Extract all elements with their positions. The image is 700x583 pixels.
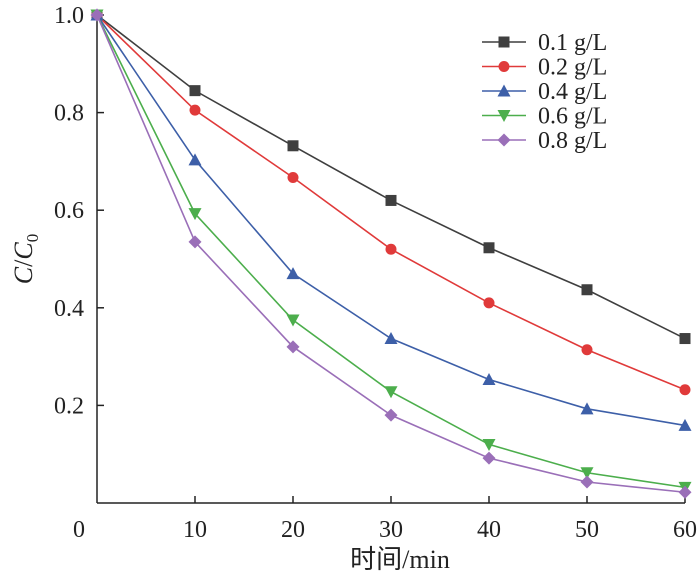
data-point: [482, 373, 496, 386]
data-point: [286, 340, 300, 354]
x-tick-label: 40: [477, 517, 501, 543]
y-tick-label: 0.6: [54, 198, 84, 224]
data-point: [189, 104, 201, 116]
data-point: [580, 402, 594, 415]
data-point: [581, 344, 593, 356]
legend-label: 0.4 g/L: [538, 79, 607, 105]
data-point: [581, 284, 593, 296]
y-tick-label: 1.0: [54, 3, 84, 29]
legend-entry: 0.2 g/L: [482, 55, 607, 81]
legend-marker: [498, 61, 510, 72]
data-point: [482, 451, 496, 465]
data-point: [679, 333, 691, 345]
data-point: [483, 297, 495, 309]
data-point: [384, 332, 398, 345]
series-5: [90, 8, 692, 499]
series-2: [91, 9, 691, 396]
legend-entry: 0.4 g/L: [482, 79, 607, 105]
legend-entry: 0.1 g/L: [482, 30, 607, 56]
data-point: [384, 408, 398, 422]
data-point: [287, 172, 299, 184]
series-layer: [90, 8, 692, 499]
data-point: [483, 242, 495, 254]
data-point: [188, 235, 202, 249]
data-point: [580, 475, 594, 489]
data-point: [188, 208, 202, 221]
legend-label: 0.6 g/L: [538, 104, 607, 130]
data-point: [286, 314, 300, 327]
legend-marker: [497, 110, 511, 122]
y-tick-label: 0.2: [54, 393, 84, 419]
legend-entry: 0.6 g/L: [482, 104, 607, 130]
x-tick-label: 60: [673, 517, 697, 543]
data-point: [287, 140, 299, 152]
y-axis-title: C/C0: [9, 234, 42, 284]
x-tick-label: 0: [73, 517, 85, 543]
data-point: [385, 243, 397, 255]
data-point: [580, 467, 594, 480]
y-axis-title-text: C/C0: [9, 234, 42, 284]
x-tick-label: 10: [183, 517, 207, 543]
y-axis-title-subscript: 0: [23, 234, 42, 243]
x-tick-label: 30: [379, 517, 403, 543]
data-point: [679, 384, 691, 396]
data-point: [482, 438, 496, 451]
legend-label: 0.8 g/L: [538, 128, 607, 154]
x-tick-label: 50: [575, 517, 599, 543]
data-point: [678, 485, 692, 499]
data-point: [188, 153, 202, 166]
legend-marker: [497, 84, 511, 97]
data-point: [90, 8, 104, 22]
x-tick-label: 20: [281, 517, 305, 543]
axes: 0 10 20 30 40 50 60 0.2 0.4 0.6 0.8 1.0: [54, 3, 697, 543]
data-point: [189, 85, 201, 97]
data-point: [384, 386, 398, 399]
y-axis-title-slash: /: [9, 259, 38, 267]
series-1: [91, 9, 691, 345]
legend-label: 0.1 g/L: [538, 30, 607, 56]
legend: 0.1 g/L0.2 g/L0.4 g/L0.6 g/L0.8 g/L: [482, 30, 607, 154]
y-tick-label: 0.4: [54, 296, 84, 322]
y-axis-title-c: C: [9, 266, 38, 284]
y-axis-title-c0: C: [9, 242, 38, 260]
data-point: [385, 194, 397, 206]
legend-marker: [498, 36, 510, 48]
data-point: [678, 418, 692, 431]
legend-entry: 0.8 g/L: [482, 128, 607, 154]
legend-marker: [497, 133, 511, 147]
y-tick-label: 0.8: [54, 101, 84, 127]
x-axis-title: 时间/min: [350, 545, 450, 574]
legend-label: 0.2 g/L: [538, 55, 607, 81]
data-point: [286, 267, 300, 280]
